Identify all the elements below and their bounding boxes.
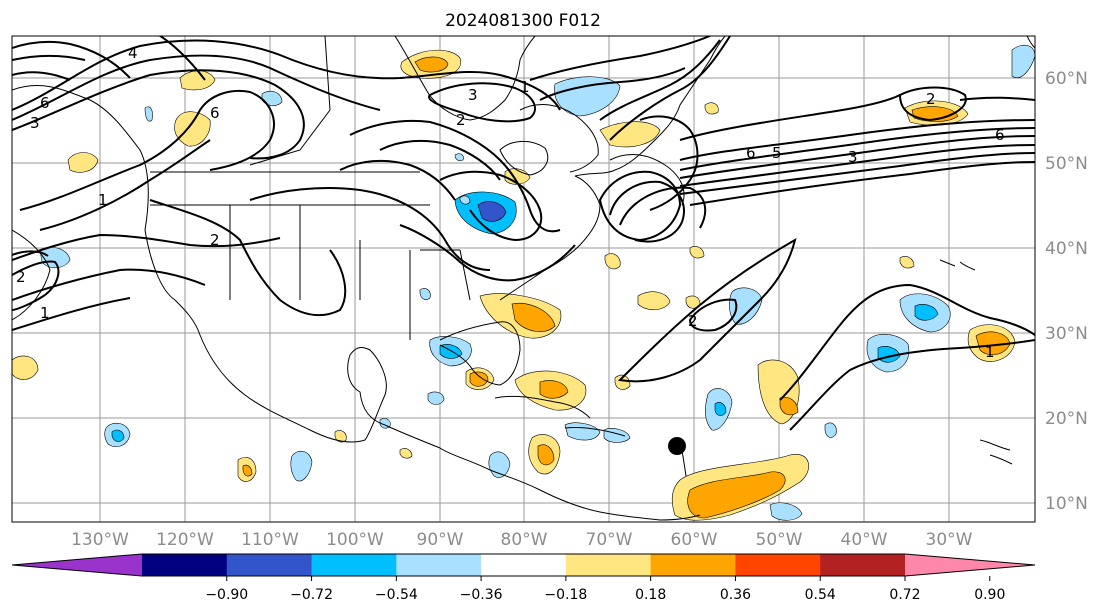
contour-label: 3 bbox=[30, 114, 40, 132]
lat-label: 30°N bbox=[1045, 324, 1088, 344]
storm-location-marker bbox=[668, 437, 686, 455]
colorbar bbox=[11, 553, 1036, 577]
colorbar-segment bbox=[735, 554, 821, 576]
colorbar-ticks: −0.90 −0.72 −0.54 −0.36 −0.18 0.18 0.36 0.54 0.7… bbox=[205, 576, 1005, 603]
colorbar-tick-label: −0.18 bbox=[544, 587, 587, 603]
contour-label: 1 bbox=[985, 343, 995, 361]
colorbar-segment bbox=[226, 554, 313, 576]
lat-label: 20°N bbox=[1045, 409, 1088, 429]
contour-label-group: 6 4 3 2 1 6 3 2 6 5 3 2 6 2 1 1 2 1 bbox=[16, 44, 1005, 361]
colorbar-tick-label: −0.54 bbox=[375, 587, 418, 603]
contour-label: 6 bbox=[995, 126, 1005, 144]
lat-label: 60°N bbox=[1045, 69, 1088, 89]
contour-label: 2 bbox=[456, 111, 466, 129]
lon-label: 40°W bbox=[841, 530, 888, 550]
lon-label: 70°W bbox=[586, 530, 633, 550]
colorbar-segment bbox=[650, 554, 736, 576]
lon-label: 100°W bbox=[326, 530, 384, 550]
colorbar-segment bbox=[142, 554, 228, 576]
colorbar-segment bbox=[565, 554, 652, 576]
lon-label: 90°W bbox=[417, 530, 464, 550]
lat-label: 40°N bbox=[1045, 239, 1088, 259]
lat-label: 50°N bbox=[1045, 154, 1088, 174]
contour-label: 6 bbox=[210, 104, 220, 122]
lon-label: 130°W bbox=[71, 530, 129, 550]
contour-label: 5 bbox=[772, 144, 782, 162]
coastlines bbox=[12, 36, 1035, 521]
contour-label: 6 bbox=[40, 94, 50, 112]
contour-label: 2 bbox=[688, 312, 698, 330]
contour-label: 3 bbox=[468, 86, 478, 104]
lon-label: 80°W bbox=[501, 530, 548, 550]
contour-label: 1 bbox=[520, 78, 530, 96]
lon-label: 50°W bbox=[756, 530, 803, 550]
contour-lines bbox=[12, 36, 1035, 431]
colorbar-outline bbox=[11, 553, 1036, 577]
shaded-anomalies bbox=[12, 44, 1035, 521]
colorbar-segment bbox=[820, 554, 906, 576]
colorbar-tick-label: −0.90 bbox=[205, 587, 248, 603]
latitude-labels: 60°N 50°N 40°N 30°N 20°N 10°N bbox=[1045, 69, 1088, 514]
contour-label: 1 bbox=[40, 304, 50, 322]
longitude-labels: 130°W 120°W 110°W 100°W 90°W 80°W 70°W 6… bbox=[71, 530, 973, 550]
contour-label: 2 bbox=[926, 90, 936, 108]
colorbar-tick-label: 0.72 bbox=[889, 587, 920, 603]
colorbar-extend-high bbox=[905, 554, 1035, 576]
colorbar-tick-label: 0.90 bbox=[974, 587, 1005, 603]
contour-label: 6 bbox=[746, 144, 756, 162]
colorbar-segment bbox=[396, 554, 482, 576]
colorbar-tick-label: 0.36 bbox=[720, 587, 751, 603]
colorbar-segment bbox=[481, 554, 567, 576]
contour-label: 3 bbox=[848, 148, 858, 166]
map-title: 2024081300 F012 bbox=[445, 11, 601, 31]
lon-label: 30°W bbox=[926, 530, 973, 550]
contour-label: 2 bbox=[210, 231, 220, 249]
colorbar-tick-label: −0.36 bbox=[460, 587, 503, 603]
lon-label: 110°W bbox=[241, 530, 299, 550]
colorbar-tick-label: 0.18 bbox=[635, 587, 666, 603]
lat-label: 10°N bbox=[1045, 494, 1088, 514]
colorbar-segment bbox=[311, 554, 397, 576]
map-border bbox=[11, 35, 1036, 523]
colorbar-tick-label: −0.72 bbox=[290, 587, 333, 603]
contour-label: 1 bbox=[98, 191, 108, 209]
colorbar-tick-label: 0.54 bbox=[805, 587, 836, 603]
colorbar-extend-low bbox=[12, 554, 142, 576]
contour-label: 4 bbox=[128, 44, 138, 62]
lon-label: 60°W bbox=[671, 530, 718, 550]
contour-label: 2 bbox=[16, 268, 26, 286]
lon-label: 120°W bbox=[156, 530, 214, 550]
